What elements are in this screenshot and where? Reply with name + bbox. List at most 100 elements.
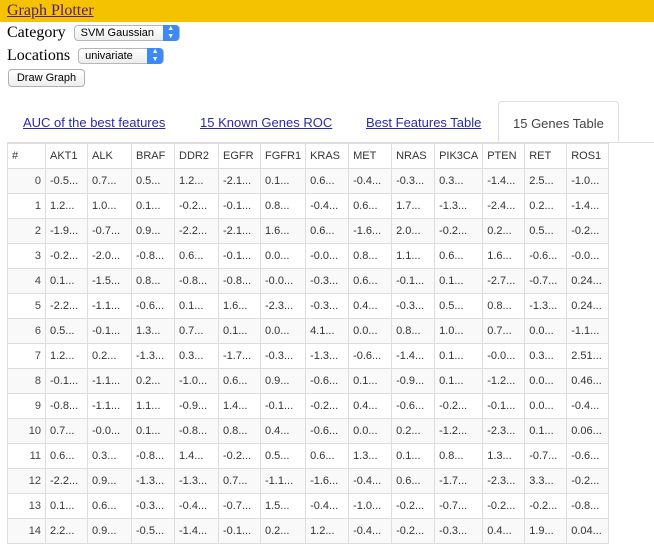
table-cell: -2.3...: [482, 468, 526, 494]
table-row: 7 1.2... 0.2... -1.3... 0.3... -1.7... -0.3...…: [7, 343, 610, 369]
table-row: 5 -2.2... -1.1... -0.6... 0.1... 1.6... -2.3..…: [7, 293, 610, 319]
table-row: 12 -2.2... 0.9... -1.3... -1.3... 0.7... -1.1.…: [7, 468, 610, 494]
tab-known-genes-roc[interactable]: 15 Known Genes ROC: [200, 115, 333, 130]
category-select[interactable]: SVM Gaussian ▲ ▼: [73, 25, 180, 41]
table-cell: 0.9...: [87, 468, 132, 494]
table-cell: 1.3...: [131, 318, 175, 344]
table-cell: 0.2...: [391, 418, 436, 444]
table-cell: -0.1...: [482, 393, 526, 419]
table-cell: -0.8...: [131, 443, 175, 469]
column-header: MET: [348, 143, 393, 169]
row-index: 3: [7, 243, 46, 269]
table-cell: 0.2...: [482, 218, 526, 244]
chevron-up-down-icon: ▲ ▼: [162, 25, 179, 41]
table-cell: -0.2...: [391, 518, 436, 544]
row-index: 13: [7, 493, 46, 519]
table-cell: 0.5...: [524, 218, 568, 244]
table-cell: 0.0...: [259, 318, 307, 344]
table-cell: 1.4...: [218, 393, 261, 419]
table-header-row: # AKT1 ALK BRAF DDR2 EGFR FGFR1 KRAS MET NRAS PIK3…: [7, 143, 610, 169]
table-row: 9 -0.8... -1.1... 1.1... -0.9... 1.4... -0.1..…: [7, 393, 610, 419]
table-cell: 0.3...: [87, 443, 132, 469]
table-cell: 0.1...: [391, 443, 436, 469]
table-cell: -0.5...: [45, 168, 88, 194]
table-cell: -0.2...: [45, 243, 88, 269]
table-cell: 0.1...: [131, 193, 175, 219]
table-cell: -0.3...: [305, 293, 350, 319]
table-cell: -2.4...: [482, 193, 526, 219]
table-cell: 0.1...: [434, 268, 484, 294]
table-cell: -1.1...: [87, 293, 132, 319]
table-cell: 0.7...: [482, 318, 526, 344]
table-cell: 0.9...: [131, 218, 175, 244]
category-row: Category SVM Gaussian ▲ ▼: [7, 24, 180, 42]
locations-select[interactable]: univariate ▲ ▼: [78, 48, 165, 64]
tab-best-features-table[interactable]: Best Features Table: [366, 115, 482, 130]
row-index: 7: [7, 343, 46, 369]
table-cell: -0.9...: [391, 368, 436, 394]
table-cell: -0.8...: [45, 393, 88, 419]
table-cell: -1.6...: [305, 468, 350, 494]
column-header: PIK3CA: [434, 143, 484, 169]
table-cell: 0.7...: [174, 318, 219, 344]
table-cell: 0.8...: [348, 243, 393, 269]
table-cell: -0.3...: [434, 518, 484, 544]
table-cell: -0.8...: [174, 418, 219, 444]
table-cell: -1.7...: [434, 468, 484, 494]
row-index: 10: [7, 418, 46, 444]
table-cell: -0.1...: [45, 368, 88, 394]
row-index: 0: [7, 168, 46, 194]
table-cell: -1.3...: [524, 293, 568, 319]
table-cell: -0.7...: [87, 218, 132, 244]
table-cell: -0.4...: [305, 193, 350, 219]
table-cell: 0.46...: [566, 368, 610, 394]
table-row: 8 -0.1... -1.1... 0.2... -1.0... 0.6... 0.9...…: [7, 368, 610, 394]
table-row: 3 -0.2... -2.0... -0.8... 0.6... -0.1... 0.0..…: [7, 243, 610, 269]
table-cell: 1.3...: [482, 443, 526, 469]
table-cell: 1.1...: [391, 243, 436, 269]
table-cell: -2.2...: [45, 468, 88, 494]
table-cell: -0.7...: [524, 268, 568, 294]
table-cell: 0.06...: [566, 418, 610, 444]
row-index: 5: [7, 293, 46, 319]
tab-auc-best-features[interactable]: AUC of the best features: [23, 115, 166, 130]
table-cell: -0.3...: [391, 168, 436, 194]
table-cell: -0.2...: [566, 468, 610, 494]
table-cell: 0.1...: [348, 368, 393, 394]
table-cell: -0.6...: [524, 243, 568, 269]
table-row: 2 -1.9... -0.7... 0.9... -2.2... -2.1... 1.6..…: [7, 218, 610, 244]
table-cell: 0.1...: [174, 293, 219, 319]
table-cell: 0.5...: [45, 318, 88, 344]
header-bar: Graph Plotter: [0, 0, 654, 22]
table-cell: -0.3...: [259, 343, 307, 369]
table-cell: 0.6...: [305, 218, 350, 244]
table-cell: 0.6...: [305, 168, 350, 194]
table-cell: 4.1...: [305, 318, 350, 344]
table-cell: 0.5...: [131, 168, 175, 194]
table-cell: -1.1...: [566, 318, 610, 344]
table-row: 10 0.7... -0.0... 0.1... -0.8... 0.8... 0.4...…: [7, 418, 610, 444]
table-cell: -0.2...: [218, 443, 261, 469]
table-cell: -0.4...: [174, 493, 219, 519]
row-index: 2: [7, 218, 46, 244]
table-cell: -0.8...: [174, 268, 219, 294]
table-row: 0 -0.5... 0.7... 0.5... 1.2... -2.1... 0.1... 0…: [7, 168, 610, 194]
table-cell: -0.2...: [524, 493, 568, 519]
table-cell: -1.1...: [87, 393, 132, 419]
table-row: 13 0.1... 0.6... -0.3... -0.4... -0.7... 1.5..…: [7, 493, 610, 519]
table-cell: -1.4...: [566, 193, 610, 219]
table-cell: 0.6...: [391, 468, 436, 494]
table-cell: 0.3...: [174, 343, 219, 369]
table-cell: -0.3...: [305, 268, 350, 294]
column-header: DDR2: [174, 143, 219, 169]
table-cell: -0.6...: [566, 443, 610, 469]
draw-graph-button[interactable]: Draw Graph: [8, 69, 85, 87]
tab-15-genes-table[interactable]: 15 Genes Table: [498, 101, 619, 142]
table-cell: -2.3...: [482, 418, 526, 444]
row-index: 12: [7, 468, 46, 494]
app-title-link[interactable]: Graph Plotter: [7, 2, 94, 19]
table-cell: 0.7...: [87, 168, 132, 194]
table-cell: -0.2...: [482, 493, 526, 519]
table-cell: 0.5...: [259, 443, 307, 469]
table-cell: 1.6...: [482, 243, 526, 269]
